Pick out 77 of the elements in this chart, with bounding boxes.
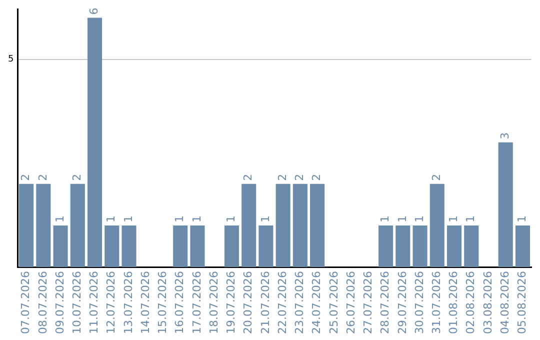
bar: [190, 225, 205, 268]
x-tick-label: 25.07.2026: [327, 271, 340, 334]
x-tick-label: 10.07.2026: [70, 271, 84, 334]
data-label: 1: [122, 215, 135, 222]
bar: [378, 225, 394, 268]
x-tick-label: 12.07.2026: [104, 271, 118, 334]
bar: [242, 184, 256, 268]
data-label: 2: [19, 174, 32, 181]
data-label: 1: [447, 215, 460, 222]
data-label: 2: [36, 174, 50, 181]
data-label: 1: [464, 215, 478, 222]
x-tick-label: 19.07.2026: [224, 271, 238, 334]
bar: [70, 184, 85, 268]
x-tick-label: 07.07.2026: [19, 271, 32, 334]
bar: [412, 225, 428, 268]
data-label: 2: [430, 174, 443, 181]
data-label: 1: [396, 215, 409, 222]
bar: [515, 225, 530, 268]
data-label: 2: [310, 174, 324, 181]
x-tick-label: 22.07.2026: [276, 271, 289, 334]
x-tick-label: 16.07.2026: [173, 271, 186, 334]
x-tick-label: 08.07.2026: [36, 271, 50, 334]
bar: [173, 225, 188, 268]
x-tick-label: 31.07.2026: [430, 271, 443, 334]
x-tick-label: 26.07.2026: [344, 271, 358, 334]
x-tick-label: 17.07.2026: [190, 271, 204, 334]
x-tick-label: 28.07.2026: [378, 271, 392, 334]
y-tick-label: 5: [8, 54, 14, 65]
x-tick-label: 04.08.2026: [498, 271, 512, 334]
bar: [53, 225, 68, 268]
x-tick-label: 21.07.2026: [258, 271, 272, 334]
data-label: 1: [190, 215, 204, 222]
bar: [292, 184, 308, 268]
x-tick-label: 23.07.2026: [293, 271, 306, 334]
x-tick-label: 01.08.2026: [447, 271, 460, 334]
x-tick-label: 30.07.2026: [412, 271, 426, 334]
x-tick-label: 02.08.2026: [464, 271, 478, 334]
bar: [19, 184, 34, 268]
data-label: 1: [258, 215, 272, 222]
bar: [498, 142, 513, 268]
bar: [430, 184, 444, 268]
x-tick-label: 03.08.2026: [481, 271, 494, 334]
data-label: 2: [293, 174, 306, 181]
x-tick-label: 14.07.2026: [138, 271, 152, 334]
bar: [104, 225, 120, 268]
data-label: 1: [412, 215, 426, 222]
x-tick-label: 29.07.2026: [396, 271, 409, 334]
bar: [396, 225, 410, 268]
bar: [122, 225, 136, 268]
bar: [87, 18, 102, 268]
x-tick-label: 15.07.2026: [156, 271, 170, 334]
bar: [36, 184, 51, 268]
data-label: 1: [173, 215, 186, 222]
bar: [258, 225, 274, 268]
bar: [310, 184, 325, 268]
data-label: 1: [104, 215, 118, 222]
x-tick-label: 09.07.2026: [53, 271, 66, 334]
x-tick-label: 11.07.2026: [88, 271, 101, 334]
bar: [464, 225, 479, 268]
x-tick-label: 27.07.2026: [362, 271, 375, 334]
x-tick-label: 05.08.2026: [516, 271, 529, 334]
data-label: 2: [242, 174, 255, 181]
data-label: 1: [224, 215, 238, 222]
data-label: 1: [53, 215, 66, 222]
data-label: 2: [276, 174, 289, 181]
data-label: 6: [88, 8, 101, 15]
x-tick-label: 24.07.2026: [310, 271, 324, 334]
bar: [276, 184, 290, 268]
data-label: 1: [378, 215, 392, 222]
data-label: 2: [70, 174, 84, 181]
x-tick-label: 20.07.2026: [242, 271, 255, 334]
x-tick-label: 18.07.2026: [207, 271, 220, 334]
bar: [224, 225, 239, 268]
data-label: 1: [516, 215, 529, 222]
x-tick-label: 13.07.2026: [122, 271, 135, 334]
data-label: 3: [498, 132, 512, 140]
bar: [446, 225, 462, 268]
